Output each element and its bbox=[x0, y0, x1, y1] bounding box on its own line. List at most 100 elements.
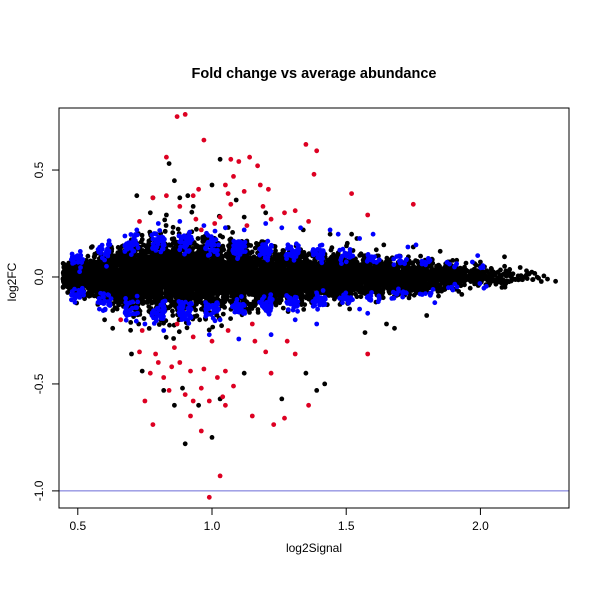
data-point-black bbox=[184, 325, 190, 331]
data-point-black bbox=[92, 252, 98, 258]
data-point-black bbox=[122, 255, 128, 261]
data-point-black bbox=[117, 246, 123, 252]
data-point-black bbox=[104, 270, 110, 276]
data-point-black bbox=[150, 265, 156, 270]
data-point-black bbox=[91, 260, 97, 265]
data-point-black bbox=[160, 263, 166, 268]
data-point-black bbox=[75, 277, 81, 282]
data-point-black bbox=[146, 326, 152, 331]
data-point-black bbox=[67, 273, 72, 279]
data-point-black bbox=[209, 267, 215, 273]
data-point-black bbox=[172, 241, 178, 247]
data-point-black bbox=[144, 300, 150, 305]
data-point-black bbox=[171, 236, 177, 242]
data-point-black bbox=[169, 279, 175, 285]
data-point-black bbox=[199, 245, 205, 251]
data-point-black bbox=[183, 279, 189, 284]
data-point-black bbox=[88, 264, 93, 270]
data-point-black bbox=[248, 267, 254, 273]
data-point-black bbox=[250, 289, 255, 295]
data-point-black bbox=[121, 265, 127, 271]
data-point-black bbox=[139, 232, 145, 238]
data-point-black bbox=[124, 276, 130, 282]
data-point-black bbox=[220, 311, 226, 317]
data-point-black bbox=[206, 327, 212, 333]
data-point-black bbox=[217, 286, 223, 292]
data-point-black bbox=[197, 257, 203, 263]
data-point-black bbox=[89, 277, 95, 282]
data-point-black bbox=[170, 224, 176, 230]
data-point-black bbox=[221, 265, 227, 270]
data-point-black bbox=[88, 271, 93, 277]
data-point-black bbox=[62, 273, 68, 279]
data-point-black bbox=[116, 286, 121, 292]
data-point-black bbox=[168, 270, 174, 276]
data-point-black bbox=[193, 307, 199, 313]
data-point-black bbox=[249, 306, 255, 311]
data-point-black bbox=[83, 270, 89, 276]
data-point-black bbox=[253, 296, 259, 301]
data-point-black bbox=[190, 283, 196, 289]
data-point-black bbox=[150, 256, 156, 262]
data-point-black bbox=[181, 273, 187, 278]
data-point-black bbox=[142, 263, 147, 268]
data-point-black bbox=[151, 299, 157, 304]
data-point-black bbox=[273, 248, 278, 254]
data-point-black bbox=[163, 223, 169, 228]
data-point-black bbox=[118, 293, 124, 299]
data-point-black bbox=[197, 299, 202, 304]
data-point-black bbox=[201, 253, 207, 259]
data-point-black bbox=[221, 247, 227, 253]
data-point-black bbox=[145, 261, 151, 267]
data-point-black bbox=[255, 307, 261, 312]
data-point-black bbox=[101, 279, 107, 285]
data-point-black bbox=[270, 278, 276, 283]
data-point-black bbox=[144, 249, 150, 255]
data-point-black bbox=[195, 265, 200, 271]
data-point-black bbox=[60, 284, 66, 290]
data-point-black bbox=[222, 305, 228, 310]
data-point-black bbox=[231, 293, 237, 298]
data-point-black bbox=[195, 236, 201, 241]
data-point-black bbox=[194, 226, 199, 232]
data-point-black bbox=[143, 257, 148, 262]
points-layer bbox=[60, 112, 558, 500]
data-point-black bbox=[209, 287, 215, 292]
data-point-black bbox=[117, 252, 123, 257]
data-point-black bbox=[131, 264, 137, 270]
data-point-black bbox=[226, 243, 232, 249]
data-point-black bbox=[129, 289, 135, 295]
data-point-black bbox=[93, 269, 99, 275]
data-point-black bbox=[142, 292, 148, 298]
data-point-black bbox=[223, 260, 229, 266]
data-point-black bbox=[228, 316, 234, 321]
data-point-black bbox=[146, 267, 152, 273]
data-point-black bbox=[267, 267, 272, 272]
data-point-black bbox=[145, 274, 151, 279]
data-point-black bbox=[252, 260, 258, 265]
data-point-black bbox=[170, 313, 176, 318]
series-black bbox=[60, 156, 558, 447]
data-point-black bbox=[266, 271, 272, 277]
data-point-black bbox=[169, 285, 175, 290]
data-point-black bbox=[117, 258, 123, 263]
data-point-black bbox=[197, 317, 203, 323]
data-point-black bbox=[162, 228, 168, 234]
data-point-black bbox=[175, 226, 181, 232]
data-point-black bbox=[66, 260, 72, 266]
data-point-black bbox=[230, 230, 236, 235]
data-point-black bbox=[175, 273, 181, 278]
data-point-black bbox=[141, 267, 147, 273]
data-point-black bbox=[183, 287, 189, 293]
data-point-black bbox=[159, 291, 165, 297]
data-point-black bbox=[219, 323, 225, 329]
data-point-black bbox=[118, 280, 124, 286]
data-point-black bbox=[61, 264, 67, 270]
data-point-black bbox=[129, 271, 135, 277]
data-point-black bbox=[195, 294, 201, 299]
data-point-black bbox=[128, 257, 134, 263]
data-point-black bbox=[189, 209, 195, 215]
data-point-black bbox=[252, 245, 258, 251]
data-point-black bbox=[156, 258, 162, 263]
